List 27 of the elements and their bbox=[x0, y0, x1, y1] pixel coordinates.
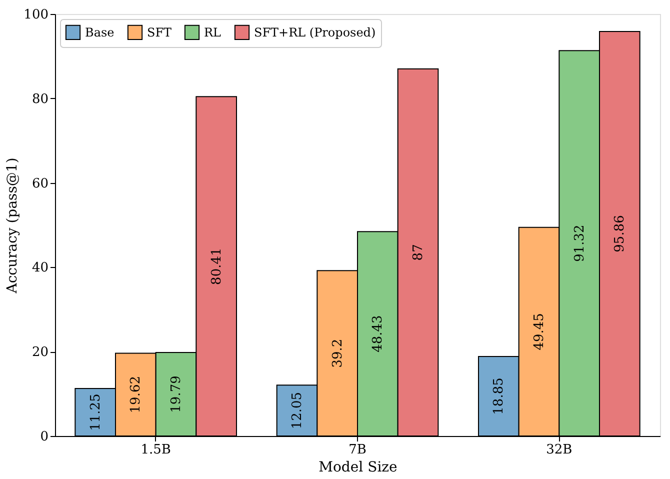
data-label: 80.41 bbox=[209, 248, 224, 285]
data-label: 39.2 bbox=[330, 338, 346, 368]
y-tick-label: 40 bbox=[32, 260, 48, 276]
data-label: 12.05 bbox=[290, 392, 305, 430]
data-label: 18.85 bbox=[492, 378, 507, 415]
y-tick-label: 20 bbox=[32, 345, 48, 360]
legend-label: RL bbox=[204, 25, 222, 40]
y-axis-title: Accuracy (pass@1) bbox=[4, 158, 21, 294]
y-tick-label: 60 bbox=[32, 176, 48, 192]
data-label: 48.43 bbox=[370, 315, 386, 352]
y-tick-label: 100 bbox=[24, 8, 48, 22]
x-tick-label: 7B bbox=[348, 442, 366, 458]
data-label: 11.25 bbox=[88, 394, 104, 431]
legend-label: Base bbox=[85, 25, 114, 40]
x-axis-title: Model Size bbox=[318, 460, 398, 476]
data-label: 49.45 bbox=[532, 313, 547, 350]
data-label: 87 bbox=[411, 244, 426, 261]
y-tick-label: 0 bbox=[40, 430, 48, 444]
legend-label: SFT bbox=[147, 25, 172, 40]
x-tick-label: 32B bbox=[546, 442, 572, 458]
data-label: 19.62 bbox=[128, 376, 144, 414]
data-label: 95.86 bbox=[612, 215, 628, 252]
legend-label: SFT+RL (Proposed) bbox=[254, 25, 376, 40]
y-tick-label: 80 bbox=[32, 92, 48, 107]
data-label: 91.32 bbox=[572, 224, 588, 262]
data-label: 19.79 bbox=[169, 376, 184, 413]
x-tick-label: 1.5B bbox=[140, 442, 171, 458]
